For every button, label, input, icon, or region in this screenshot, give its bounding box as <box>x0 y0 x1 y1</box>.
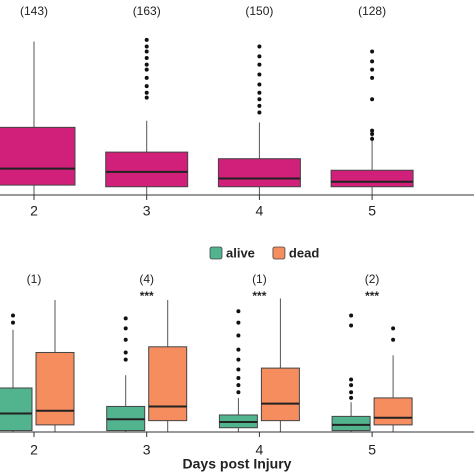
x-tick-label: 2 <box>30 442 38 458</box>
legend-label: dead <box>289 245 319 260</box>
x-tick-label: 3 <box>143 442 151 458</box>
outlier <box>123 326 128 331</box>
outlier <box>144 67 149 72</box>
x-tick-label: 5 <box>368 203 376 219</box>
x-tick-label: 3 <box>143 203 151 219</box>
outlier <box>236 333 241 338</box>
outlier <box>370 128 375 133</box>
outlier <box>370 97 375 102</box>
outlier <box>236 383 241 388</box>
outlier <box>257 103 262 108</box>
count-label: (150) <box>245 4 273 18</box>
outlier <box>370 59 375 64</box>
outlier <box>257 72 262 77</box>
outlier <box>236 367 241 372</box>
outlier <box>144 44 149 49</box>
outlier <box>123 357 128 362</box>
outlier <box>144 62 149 67</box>
outlier <box>236 309 241 314</box>
outlier <box>257 62 262 67</box>
outlier <box>370 75 375 80</box>
count-label: (2) <box>365 272 380 286</box>
x-tick-label: 5 <box>368 442 376 458</box>
outlier <box>349 390 354 395</box>
outlier <box>144 56 149 61</box>
outlier <box>370 67 375 72</box>
outlier <box>11 320 15 325</box>
outlier <box>257 110 262 115</box>
outlier <box>123 337 128 342</box>
outlier <box>123 316 128 321</box>
outlier <box>349 383 354 388</box>
outlier <box>11 313 15 318</box>
outlier <box>349 377 354 382</box>
outlier <box>391 326 396 331</box>
x-axis-title: Days post Injury <box>183 456 292 472</box>
box <box>260 367 300 422</box>
outlier <box>144 49 149 54</box>
outlier <box>257 82 262 87</box>
outlier <box>370 131 375 136</box>
outlier <box>144 90 149 95</box>
box <box>35 351 75 426</box>
outlier <box>257 90 262 95</box>
count-label: (128) <box>358 4 386 18</box>
count-label: (163) <box>133 4 161 18</box>
x-tick-label: 4 <box>256 442 264 458</box>
outlier <box>370 136 375 141</box>
outlier <box>236 320 241 325</box>
outlier <box>144 84 149 89</box>
box <box>0 387 33 432</box>
significance-label: *** <box>365 289 379 303</box>
significance-label: *** <box>140 289 154 303</box>
outlier <box>144 37 149 42</box>
outlier <box>236 347 241 352</box>
count-label: (1) <box>252 272 267 286</box>
legend-swatch <box>209 246 223 260</box>
count-label: (1) <box>27 272 42 286</box>
outlier <box>257 97 262 102</box>
legend-swatch <box>272 246 286 260</box>
box <box>330 169 414 188</box>
count-label: (4) <box>139 272 154 286</box>
outlier <box>144 95 149 100</box>
outlier <box>349 395 354 400</box>
count-label: (143) <box>20 4 48 18</box>
outlier <box>144 75 149 80</box>
outlier <box>257 54 262 59</box>
box <box>373 397 413 426</box>
box <box>331 415 371 432</box>
x-tick-label: 2 <box>30 203 38 219</box>
outlier <box>349 313 354 318</box>
box <box>217 158 301 188</box>
outlier <box>391 337 396 342</box>
legend-label: alive <box>226 245 255 260</box>
outlier <box>257 44 262 49</box>
box <box>0 126 76 186</box>
outlier <box>349 323 354 328</box>
box <box>148 346 188 422</box>
significance-label: *** <box>252 289 266 303</box>
outlier <box>123 350 128 355</box>
outlier <box>236 376 241 381</box>
outlier <box>370 49 375 54</box>
outlier <box>236 390 241 395</box>
box <box>105 151 189 188</box>
x-tick-label: 4 <box>256 203 264 219</box>
outlier <box>236 357 241 362</box>
